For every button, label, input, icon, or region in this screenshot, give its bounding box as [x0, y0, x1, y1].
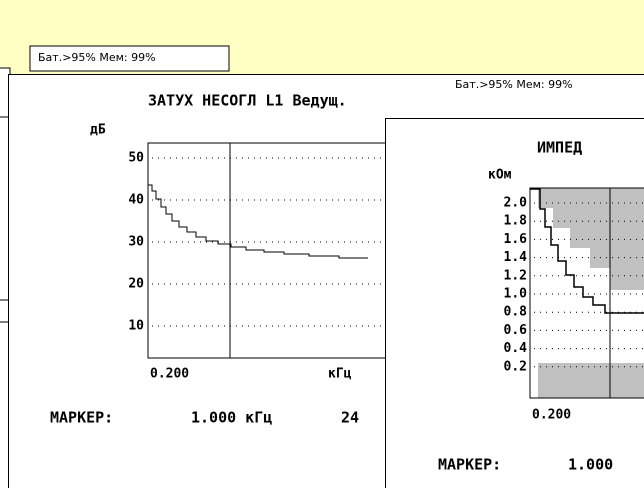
y-tick-label: 0.6 — [504, 323, 528, 338]
y-tick-label: 0.8 — [504, 305, 528, 320]
plot-frame — [529, 187, 644, 399]
y-tick-label: 1.0 — [504, 287, 528, 302]
y-tick-label: 2.0 — [504, 196, 528, 211]
back-status-box — [29, 45, 230, 72]
status: Бат.>95% Мем: 99% — [38, 51, 156, 64]
reading: 24 — [341, 409, 359, 427]
title: ЗАТУХ НЕСОГЛ L1 Ведущ. — [148, 92, 347, 110]
y-tick-label: 1.8 — [504, 214, 528, 229]
y-tick-label: 20 — [128, 277, 144, 292]
y-tick-label: 0.4 — [504, 341, 528, 356]
x-start: 0.200 — [532, 408, 571, 423]
y-unit: дБ — [90, 123, 106, 138]
limit-zone — [538, 188, 644, 290]
marker-label: МАРКЕР: — [438, 456, 501, 474]
y-tick-label: 40 — [128, 193, 144, 208]
y-tick-label: 0.2 — [504, 359, 527, 374]
marker-value: 1.000 — [568, 456, 613, 474]
limit-zone — [538, 363, 644, 398]
y-tick-label: 30 — [128, 235, 144, 250]
y-tick-label: 1.4 — [504, 250, 528, 265]
title: ИМПЕД — [537, 139, 582, 157]
marker-label: МАРКЕР: — [50, 409, 113, 427]
curve — [530, 188, 644, 314]
back-window: Бат.>95% Мем: 99% — [0, 45, 230, 488]
marker-value: 1.000 кГц — [191, 409, 272, 427]
x-start: 0.200 — [150, 367, 189, 382]
y-tick-label: 10 — [128, 319, 144, 334]
y-tick-label: 1.2 — [504, 268, 527, 283]
y-unit: кОм — [488, 168, 512, 183]
y-tick-label: 1.6 — [504, 232, 528, 247]
curve — [148, 184, 368, 259]
y-tick-label: 50 — [128, 151, 144, 166]
front-panel — [385, 118, 644, 488]
status: Бат.>95% Мем: 99% — [455, 78, 573, 91]
x-unit: кГц — [328, 367, 352, 382]
front-window: ИМПЕД кОм 2.0 1.8 1.6 1.4 1.2 1.0 0.8 0.6 0.4 0.2… — [385, 118, 644, 488]
